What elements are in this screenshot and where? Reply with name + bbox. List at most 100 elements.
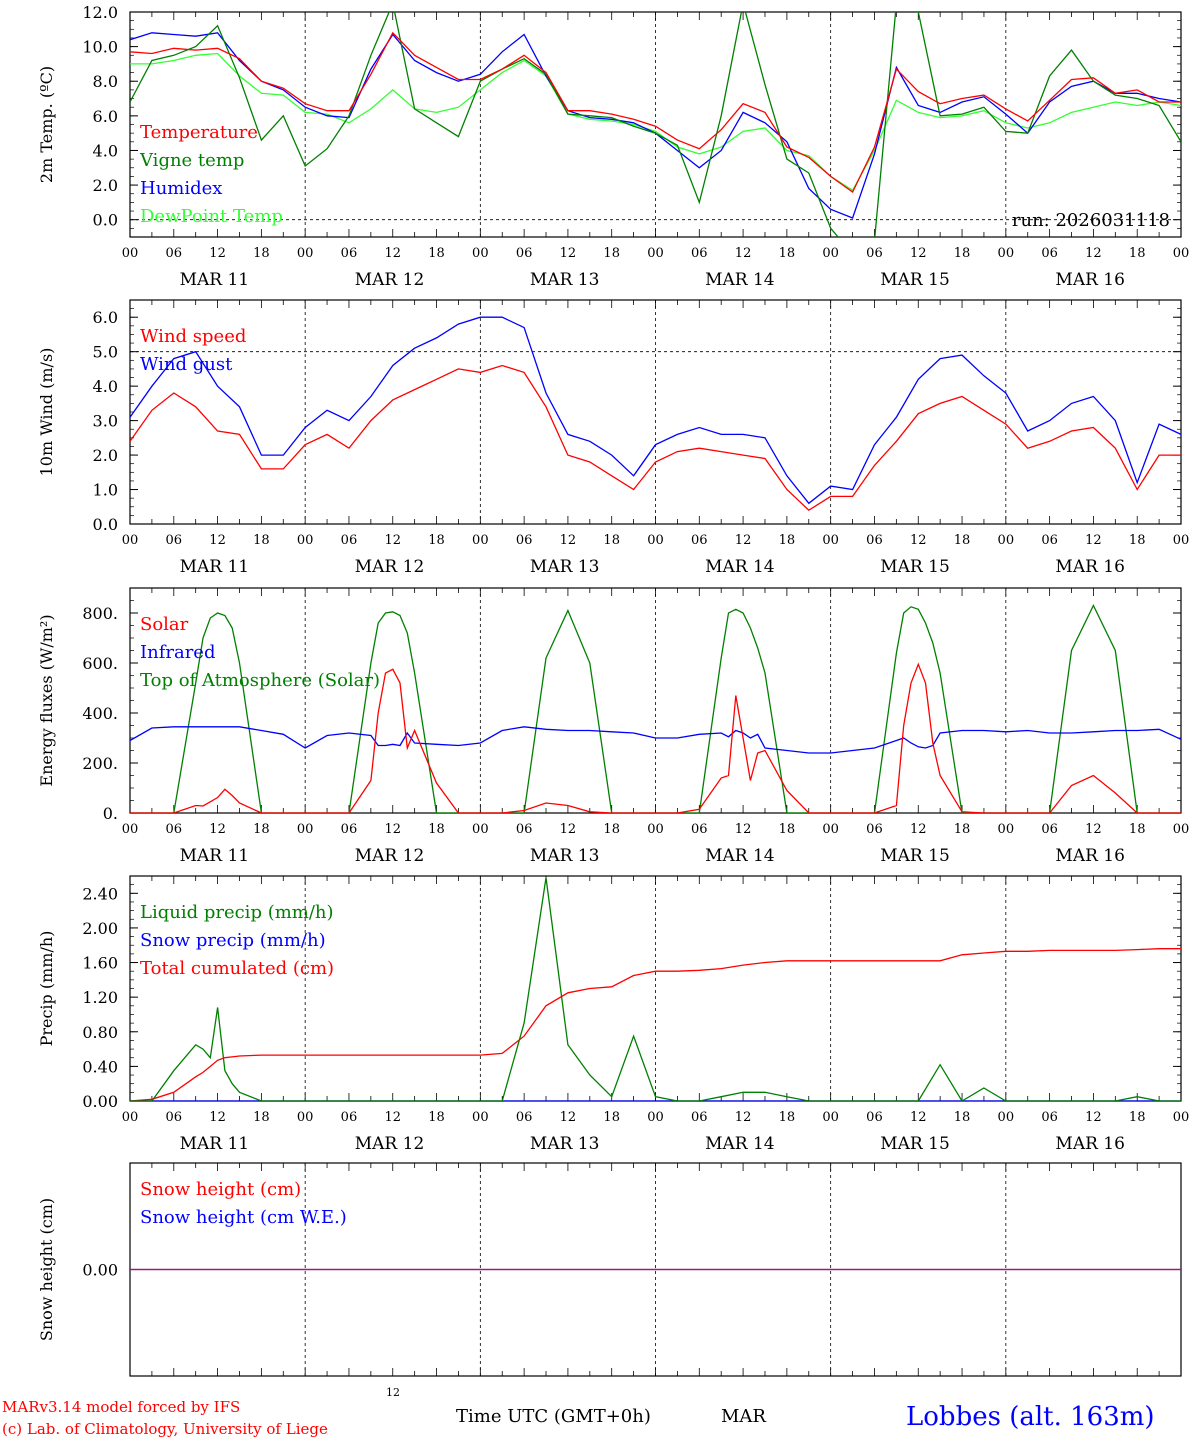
x-tick-label: 18 bbox=[954, 1110, 971, 1125]
x-tick-label: 12 bbox=[384, 533, 401, 548]
x-tick-label: 12 bbox=[910, 1110, 927, 1125]
x-tick-label: 00 bbox=[647, 246, 664, 261]
x-tick-label: 06 bbox=[341, 246, 358, 261]
x-tick-label: 12 bbox=[560, 822, 577, 837]
legend-entry: Vigne temp bbox=[139, 150, 244, 171]
y-tick-label: 0.00 bbox=[82, 1261, 118, 1280]
y-tick-label: 0.0 bbox=[93, 211, 118, 230]
day-label: MAR 14 bbox=[705, 846, 775, 866]
legend-entry: Infrared bbox=[140, 642, 215, 663]
x-tick-label: 12 bbox=[384, 1110, 401, 1125]
y-tick-label: 2.40 bbox=[82, 884, 118, 903]
x-tick-label: 18 bbox=[779, 822, 796, 837]
x-tick-label: 06 bbox=[866, 246, 883, 261]
x-tick-label: 06 bbox=[1041, 246, 1058, 261]
y-axis-title: Energy fluxes (W/m²) bbox=[37, 614, 56, 786]
x-tick-label: 06 bbox=[866, 822, 883, 837]
day-label: MAR 12 bbox=[355, 846, 425, 866]
x-tick-label: 12 bbox=[1085, 1110, 1102, 1125]
legend-entry: Snow height (cm W.E.) bbox=[140, 1207, 347, 1228]
x-tick-label: 06 bbox=[691, 246, 708, 261]
x-tick-label: 00 bbox=[822, 1110, 839, 1125]
x-tick-label: 06 bbox=[1041, 822, 1058, 837]
x-tick-label: 00 bbox=[822, 822, 839, 837]
x-tick-label: 00 bbox=[822, 246, 839, 261]
legend-entry: Temperature bbox=[140, 122, 258, 143]
series-total-cumulated-cm bbox=[130, 948, 1181, 1101]
series-temperature bbox=[130, 31, 1181, 193]
x-tick-label: 00 bbox=[998, 1110, 1015, 1125]
x-tick-label: 00 bbox=[122, 822, 139, 837]
y-axis-title: 10m Wind (m/s) bbox=[37, 348, 56, 477]
x-tick-label: 12 bbox=[910, 822, 927, 837]
x-tick-label: 18 bbox=[428, 1110, 445, 1125]
x-tick-label: 12 bbox=[209, 246, 226, 261]
x-tick-label: 06 bbox=[866, 1110, 883, 1125]
y-tick-label: 600. bbox=[82, 654, 118, 673]
x-tick-label: 18 bbox=[779, 533, 796, 548]
x-tick-label: 12 bbox=[384, 822, 401, 837]
legend-entry: DewPoint Temp bbox=[140, 206, 283, 227]
y-tick-label: 2.0 bbox=[93, 446, 118, 465]
x-tick-label: 12 bbox=[1085, 533, 1102, 548]
series-wind-speed bbox=[130, 364, 1181, 512]
x-tick-label: 18 bbox=[603, 822, 620, 837]
y-axis-title: 2m Temp. (ºC) bbox=[37, 66, 56, 183]
x-tick-label: 06 bbox=[1041, 1110, 1058, 1125]
snow-panel: 0.00 Snow height (cm) Snow height (cm) Snow… bbox=[37, 1162, 1182, 1377]
x-tick-label: 00 bbox=[472, 533, 489, 548]
x-tick-label: 00 bbox=[1173, 246, 1190, 261]
x-tick-label: 00 bbox=[998, 822, 1015, 837]
x-tick-label: 18 bbox=[1129, 822, 1146, 837]
lab-credit: (c) Lab. of Climatology, University of L… bbox=[2, 1420, 328, 1438]
day-label: MAR 15 bbox=[880, 270, 950, 290]
x-tick-label: 18 bbox=[253, 246, 270, 261]
legend-entry: Liquid precip (mm/h) bbox=[140, 902, 334, 923]
legend-entry: Solar bbox=[140, 614, 189, 635]
y-tick-label: 12.0 bbox=[82, 3, 118, 22]
y-tick-label: 0.00 bbox=[82, 1092, 118, 1111]
day-label: MAR 15 bbox=[880, 846, 950, 866]
day-label: MAR 12 bbox=[355, 1134, 425, 1154]
y-tick-label: 0.0 bbox=[93, 515, 118, 534]
y-tick-label: 200. bbox=[82, 754, 118, 773]
x-tick-label: 06 bbox=[691, 533, 708, 548]
x-tick-label: 12 bbox=[735, 822, 752, 837]
plot-frame bbox=[129, 587, 1182, 814]
series-wind-gust bbox=[130, 316, 1181, 505]
x-tick-label: 18 bbox=[954, 246, 971, 261]
x-tick-label: 06 bbox=[1041, 533, 1058, 548]
x-tick-label: 00 bbox=[472, 246, 489, 261]
x-tick-label: 12 bbox=[735, 246, 752, 261]
day-label: MAR 11 bbox=[180, 270, 250, 290]
time-axis-title: Time UTC (GMT+0h) bbox=[456, 1406, 651, 1427]
day-label: MAR 14 bbox=[705, 557, 775, 577]
y-tick-label: 2.00 bbox=[82, 919, 118, 938]
legend-entry: Snow height (cm) bbox=[140, 1179, 301, 1200]
x-tick-label: 12 bbox=[735, 1110, 752, 1125]
precip-panel: 0.00 0.40 0.80 1.20 1.60 2.00 2.40 Precip (mm/h… bbox=[37, 875, 1190, 1154]
series-liquid-precip-mm-h bbox=[130, 877, 1181, 1101]
x-tick-label: 06 bbox=[166, 533, 183, 548]
x-tick-label: 00 bbox=[1173, 1110, 1190, 1125]
x-tick-label: 00 bbox=[822, 533, 839, 548]
x-tick-label: 00 bbox=[647, 822, 664, 837]
footer-small-label: 12 bbox=[386, 1386, 400, 1399]
plot-frame bbox=[129, 299, 1182, 525]
x-tick-label: 12 bbox=[209, 1110, 226, 1125]
y-tick-label: 0.80 bbox=[82, 1023, 118, 1042]
y-tick-label: 10.0 bbox=[82, 38, 118, 57]
x-tick-label: 00 bbox=[1173, 533, 1190, 548]
x-tick-label: 06 bbox=[166, 246, 183, 261]
day-label: MAR 15 bbox=[880, 557, 950, 577]
x-tick-label: 06 bbox=[691, 822, 708, 837]
series-infrared bbox=[130, 726, 1181, 754]
x-tick-label: 06 bbox=[341, 533, 358, 548]
legend-entry: Snow precip (mm/h) bbox=[140, 930, 326, 951]
x-tick-label: 00 bbox=[122, 1110, 139, 1125]
x-tick-label: 12 bbox=[560, 246, 577, 261]
x-tick-label: 00 bbox=[297, 1110, 314, 1125]
y-tick-label: 800. bbox=[82, 604, 118, 623]
energy-panel: 0. 200. 400. 600. 800. Energy fluxes (W/m²) 00… bbox=[37, 587, 1189, 866]
